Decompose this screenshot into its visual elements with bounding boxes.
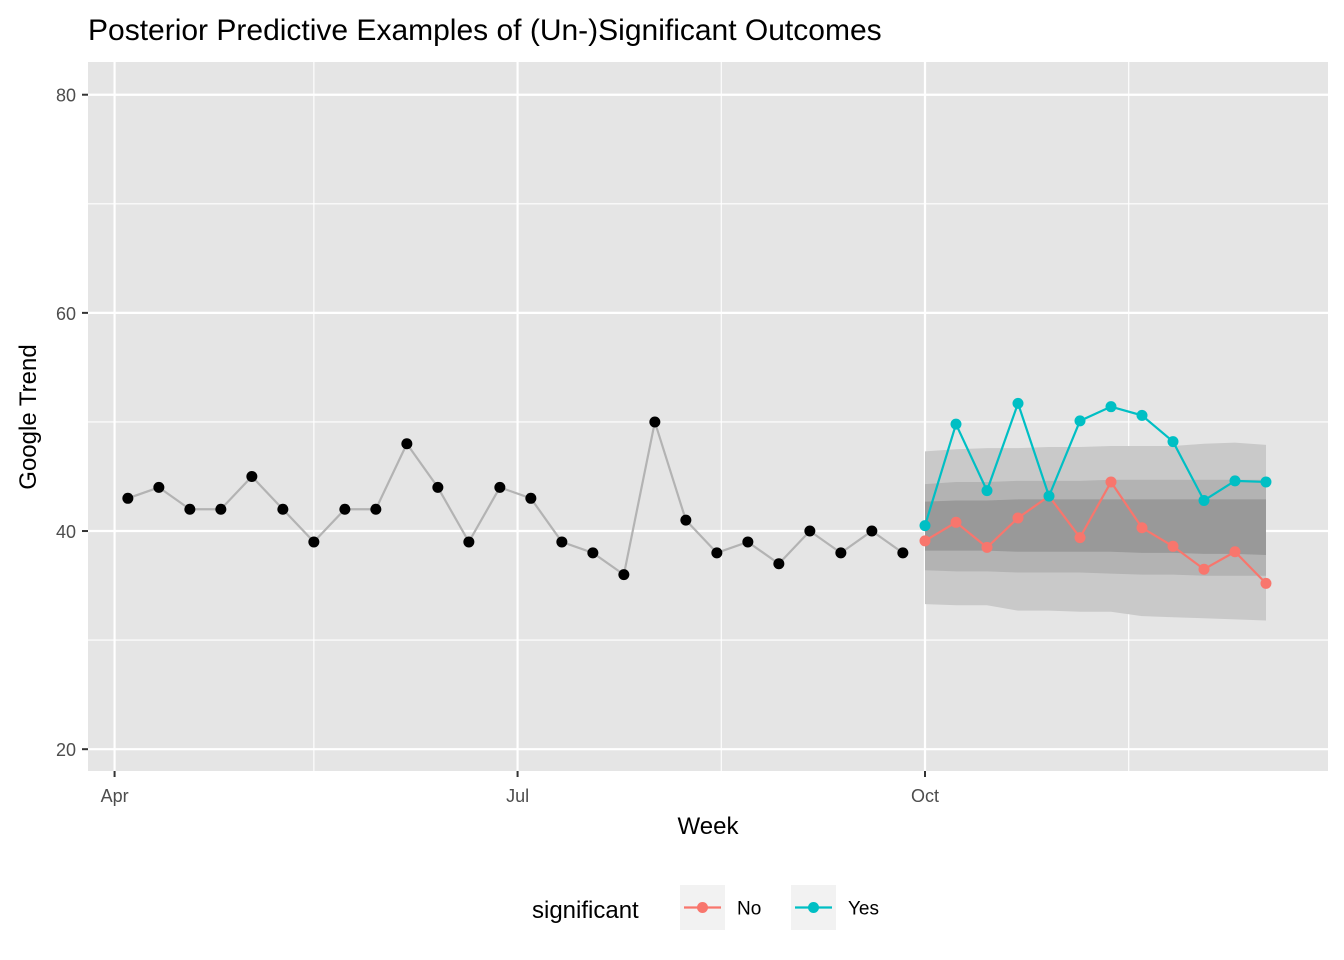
observed-point — [649, 416, 661, 428]
plot-panel — [88, 62, 1328, 771]
observed-point — [463, 536, 475, 548]
series-point-no — [1229, 546, 1241, 558]
series-yes — [919, 397, 1272, 532]
observed-point — [308, 536, 320, 548]
legend-item-no: No — [680, 885, 761, 930]
x-axis: Apr Jul Oct — [101, 771, 939, 806]
x-tick-label: Apr — [101, 786, 129, 806]
y-tick-label: 40 — [56, 522, 76, 542]
observed-point — [711, 547, 723, 559]
observed-point — [866, 525, 878, 537]
legend-label: Yes — [848, 899, 879, 920]
series-line-yes — [923, 400, 1267, 526]
x-axis-title: Week — [678, 813, 740, 840]
observed-point — [618, 569, 630, 581]
minor-grid — [88, 62, 1328, 771]
observed-point — [494, 481, 506, 493]
series-point-no — [981, 541, 993, 553]
legend-title: significant — [532, 897, 639, 924]
series-point-no — [1136, 522, 1148, 534]
series-point-yes — [919, 520, 931, 532]
legend-item-yes: Yes — [791, 885, 879, 930]
series-line-no — [924, 479, 1267, 585]
prediction-bands — [925, 442, 1266, 621]
observed-point — [153, 481, 165, 493]
observed-point — [339, 503, 351, 515]
series-point-no — [950, 516, 962, 528]
series-point-yes — [1229, 475, 1241, 487]
observed-point — [680, 514, 692, 526]
legend-key-point — [697, 902, 708, 913]
x-tick-label: Jul — [506, 786, 529, 806]
series-point-yes — [981, 485, 993, 497]
observed-point — [556, 536, 568, 548]
series-point-yes — [1012, 397, 1024, 409]
observed-point — [835, 547, 847, 559]
legend: significant No Yes — [532, 885, 879, 930]
series-point-no — [1198, 563, 1210, 575]
series-point-yes — [1043, 490, 1055, 502]
series-point-no — [1260, 577, 1272, 589]
y-tick-label: 60 — [56, 304, 76, 324]
observed-point — [215, 503, 227, 515]
series-point-no — [1105, 476, 1117, 488]
series-point-yes — [1105, 401, 1117, 413]
observed-point — [277, 503, 289, 515]
series-point-no — [1167, 540, 1179, 552]
y-axis-title: Google Trend — [15, 344, 42, 489]
legend-key-point — [808, 902, 819, 913]
y-tick-label: 20 — [56, 740, 76, 760]
forecast-series — [919, 397, 1272, 589]
observed-point — [897, 547, 909, 559]
chart-title: Posterior Predictive Examples of (Un-)Si… — [88, 14, 882, 47]
observed-point — [184, 503, 196, 515]
x-tick-label: Oct — [911, 786, 939, 806]
series-point-yes — [1167, 436, 1179, 448]
series-point-no — [1074, 532, 1086, 544]
series-point-yes — [1074, 415, 1086, 427]
series-point-yes — [950, 418, 962, 430]
series-point-yes — [1136, 409, 1148, 421]
observed-point — [122, 492, 134, 504]
observed-series — [127, 417, 904, 577]
y-axis: 20 40 60 80 — [56, 86, 88, 760]
series-no — [919, 476, 1272, 589]
observed-line — [127, 417, 904, 577]
observed-point — [246, 470, 258, 482]
series-point-no — [919, 535, 931, 547]
observed-point — [370, 503, 382, 515]
observed-point — [804, 525, 816, 537]
legend-label: No — [737, 899, 761, 920]
observed-points — [122, 416, 909, 581]
observed-point — [401, 438, 413, 450]
observed-point — [742, 536, 754, 548]
band-inner — [925, 499, 1266, 556]
observed-point — [525, 492, 537, 504]
y-tick-label: 80 — [56, 86, 76, 106]
series-point-yes — [1198, 494, 1210, 506]
observed-point — [587, 547, 599, 559]
observed-point — [432, 481, 444, 493]
observed-point — [773, 558, 785, 570]
series-point-yes — [1260, 476, 1272, 488]
series-point-no — [1012, 512, 1024, 524]
